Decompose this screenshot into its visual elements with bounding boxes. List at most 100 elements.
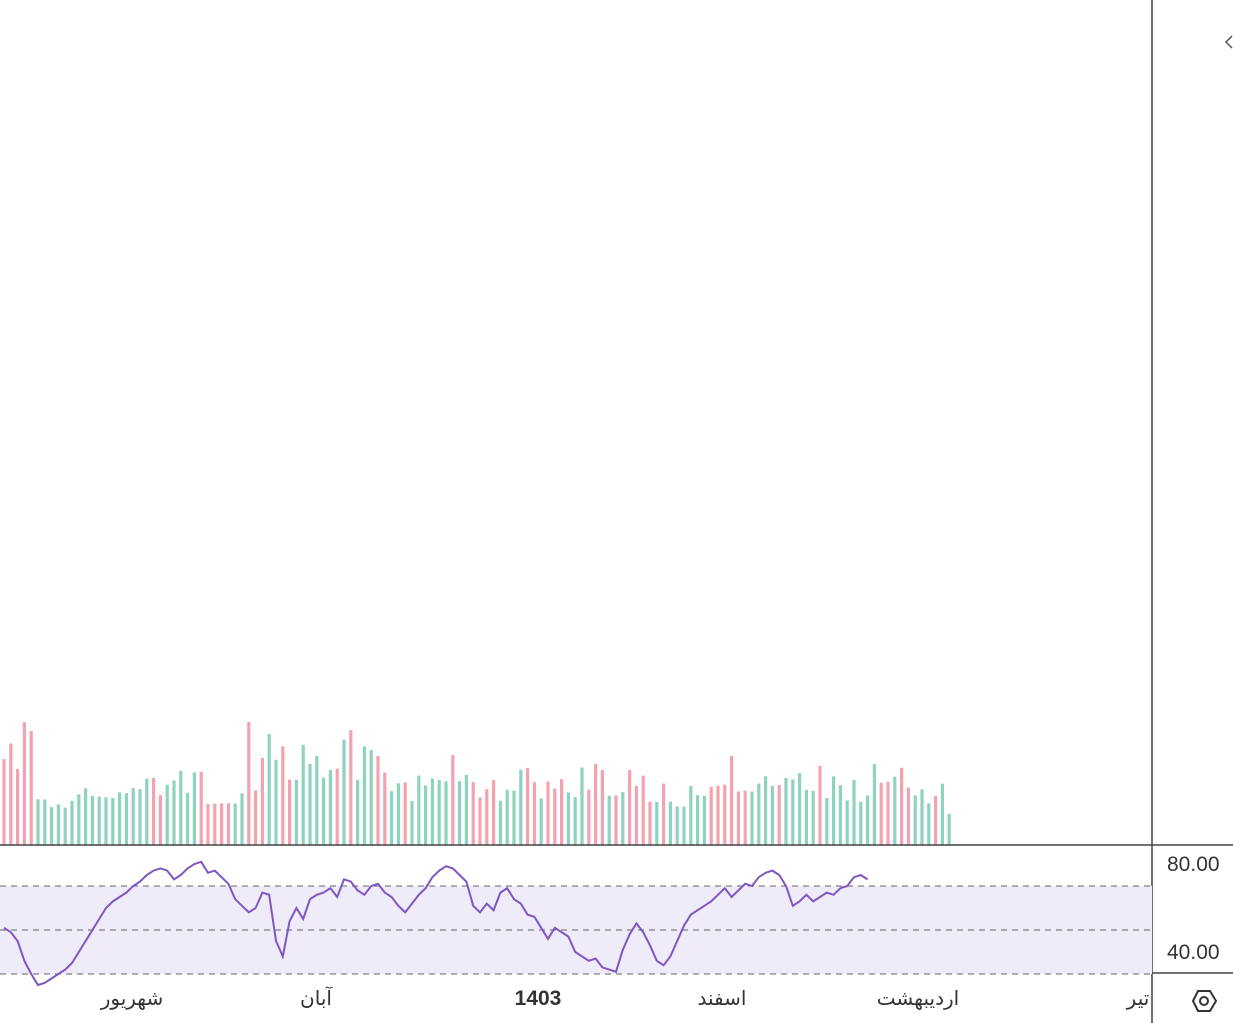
volume-bar bbox=[315, 755, 319, 845]
volume-bar bbox=[900, 767, 904, 845]
volume-bar bbox=[838, 785, 842, 845]
volume-bar bbox=[866, 795, 870, 845]
volume-bar bbox=[498, 800, 502, 845]
volume-bar bbox=[22, 722, 26, 845]
volume-bar bbox=[424, 785, 428, 845]
time-axis-label: 1403 bbox=[515, 987, 562, 1010]
volume-bar bbox=[403, 782, 407, 845]
volume-bar bbox=[634, 785, 638, 845]
volume-bar bbox=[594, 764, 598, 845]
volume-bar bbox=[376, 755, 380, 845]
volume-bar bbox=[777, 784, 781, 845]
volume-bar bbox=[818, 765, 822, 845]
volume-bar bbox=[267, 733, 271, 845]
volume-bar bbox=[927, 803, 931, 845]
time-axis-label: شهریور bbox=[100, 986, 164, 1010]
volume-histogram bbox=[2, 722, 951, 845]
volume-bar bbox=[444, 781, 448, 845]
volume-bar bbox=[294, 779, 298, 845]
volume-bar bbox=[641, 775, 645, 845]
volume-bar bbox=[349, 730, 353, 845]
volume-bar bbox=[335, 768, 339, 845]
volume-bar bbox=[648, 801, 652, 845]
volume-bar bbox=[131, 788, 135, 845]
volume-bar bbox=[430, 778, 434, 845]
collapse-arrow-icon[interactable] bbox=[1224, 35, 1233, 49]
volume-bar bbox=[451, 755, 455, 845]
volume-bar bbox=[478, 797, 482, 845]
volume-bar bbox=[689, 786, 693, 845]
volume-bar bbox=[757, 783, 761, 845]
volume-bar bbox=[124, 793, 128, 845]
volume-bar bbox=[655, 801, 659, 845]
volume-bar bbox=[662, 783, 666, 845]
volume-bar bbox=[383, 772, 387, 845]
volume-bar bbox=[199, 771, 203, 845]
volume-bar bbox=[934, 795, 938, 845]
rsi-axis: 80.00 40.00 bbox=[1167, 853, 1220, 964]
volume-bar bbox=[36, 799, 40, 845]
volume-bar bbox=[43, 799, 47, 845]
volume-bar bbox=[369, 749, 373, 845]
volume-bar bbox=[512, 790, 516, 845]
volume-bar bbox=[621, 792, 625, 845]
volume-bar bbox=[893, 776, 897, 845]
volume-bar bbox=[179, 770, 183, 845]
volume-bar bbox=[947, 813, 951, 845]
volume-bar bbox=[566, 792, 570, 845]
time-axis-label: اردیبهشت bbox=[877, 986, 959, 1010]
volume-bar bbox=[675, 806, 679, 845]
volume-bar bbox=[29, 730, 33, 845]
volume-bar bbox=[614, 795, 618, 845]
volume-bar bbox=[118, 792, 122, 845]
volume-bar bbox=[587, 789, 591, 845]
settings-icon[interactable] bbox=[1191, 990, 1218, 1012]
volume-bar bbox=[90, 795, 94, 845]
volume-bar bbox=[526, 767, 530, 845]
volume-bar bbox=[628, 770, 632, 845]
time-axis[interactable]: شهریور آبان 1403 اسفند اردیبهشت تیر bbox=[100, 985, 1150, 1010]
volume-bar bbox=[532, 782, 536, 845]
volume-bar bbox=[607, 795, 611, 845]
volume-bar bbox=[723, 784, 727, 845]
volume-bar bbox=[485, 789, 489, 845]
volume-bar bbox=[682, 806, 686, 845]
volume-bar bbox=[16, 768, 20, 845]
rsi-pane bbox=[0, 860, 1152, 987]
volume-bar bbox=[852, 780, 856, 845]
volume-bar bbox=[77, 794, 81, 845]
volume-bar bbox=[410, 800, 414, 845]
volume-bar bbox=[206, 804, 210, 845]
volume-bar bbox=[832, 776, 836, 845]
volume-bar bbox=[437, 779, 441, 845]
volume-bar bbox=[709, 786, 713, 845]
volume-bar bbox=[152, 778, 156, 845]
volume-bar bbox=[192, 772, 196, 845]
volume-bar bbox=[186, 792, 190, 845]
rsi-tick-label: 80.00 bbox=[1167, 853, 1220, 876]
volume-bar bbox=[811, 790, 815, 845]
volume-bar bbox=[770, 786, 774, 845]
volume-bar bbox=[492, 779, 496, 845]
volume-bar bbox=[539, 798, 543, 845]
volume-bar bbox=[560, 779, 564, 845]
volume-bar bbox=[158, 795, 162, 845]
volume-bar bbox=[471, 782, 475, 845]
volume-bar bbox=[342, 739, 346, 845]
volume-bar bbox=[913, 795, 917, 845]
volume-bar bbox=[696, 795, 700, 845]
time-axis-label: تیر bbox=[1126, 986, 1150, 1010]
volume-bar bbox=[301, 744, 305, 845]
volume-bar bbox=[845, 800, 849, 845]
volume-bar bbox=[750, 791, 754, 845]
volume-bar bbox=[2, 759, 6, 845]
volume-bar bbox=[716, 785, 720, 845]
volume-bar bbox=[859, 801, 863, 845]
volume-bar bbox=[702, 795, 706, 845]
volume-bar bbox=[165, 784, 169, 845]
rsi-tick-label: 40.00 bbox=[1167, 941, 1220, 964]
volume-bar bbox=[791, 779, 795, 845]
volume-bar bbox=[56, 804, 60, 845]
volume-bar bbox=[730, 755, 734, 845]
